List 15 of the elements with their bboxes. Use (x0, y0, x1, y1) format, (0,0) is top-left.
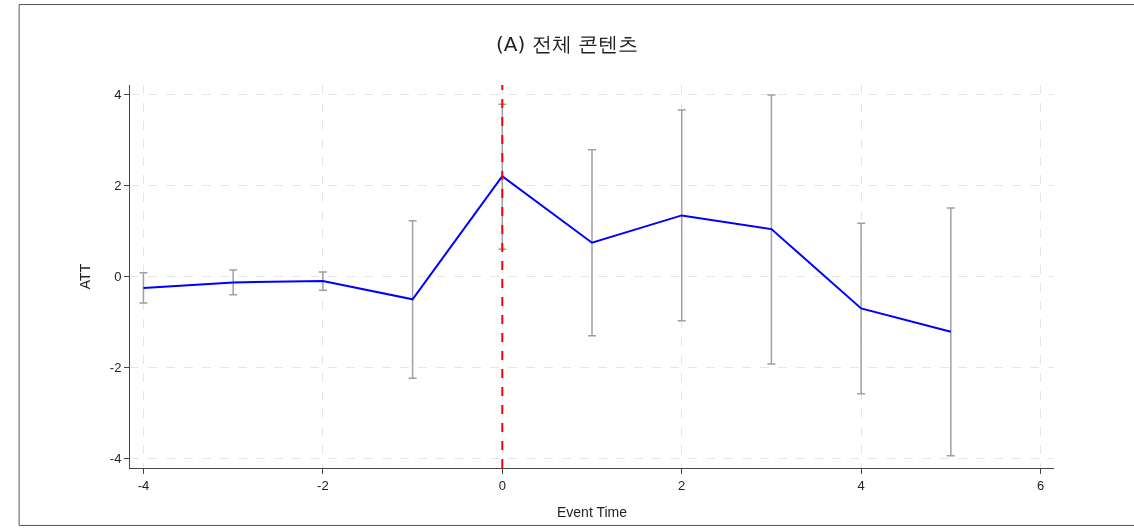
y-axis-title: ATT (77, 263, 94, 290)
x-tick-label: 6 (1036, 477, 1045, 493)
y-tick-label: 4 (114, 86, 122, 102)
x-tick-label: -2 (317, 477, 329, 493)
y-tick-label: -4 (109, 451, 122, 467)
x-tick-label: -4 (137, 477, 150, 493)
x-axis-title: Event Time (556, 503, 628, 520)
x-tick-label: 0 (498, 477, 506, 493)
line-series (142, 175, 952, 333)
y-tick-label: -2 (109, 360, 122, 376)
x-tick-label: 2 (678, 477, 686, 493)
y-tick-label: 2 (114, 177, 122, 193)
chart-title: (A) 전체 콘텐츠 (495, 32, 639, 57)
y-tick-label: 0 (114, 269, 122, 285)
x-tick-label: 4 (857, 477, 865, 493)
